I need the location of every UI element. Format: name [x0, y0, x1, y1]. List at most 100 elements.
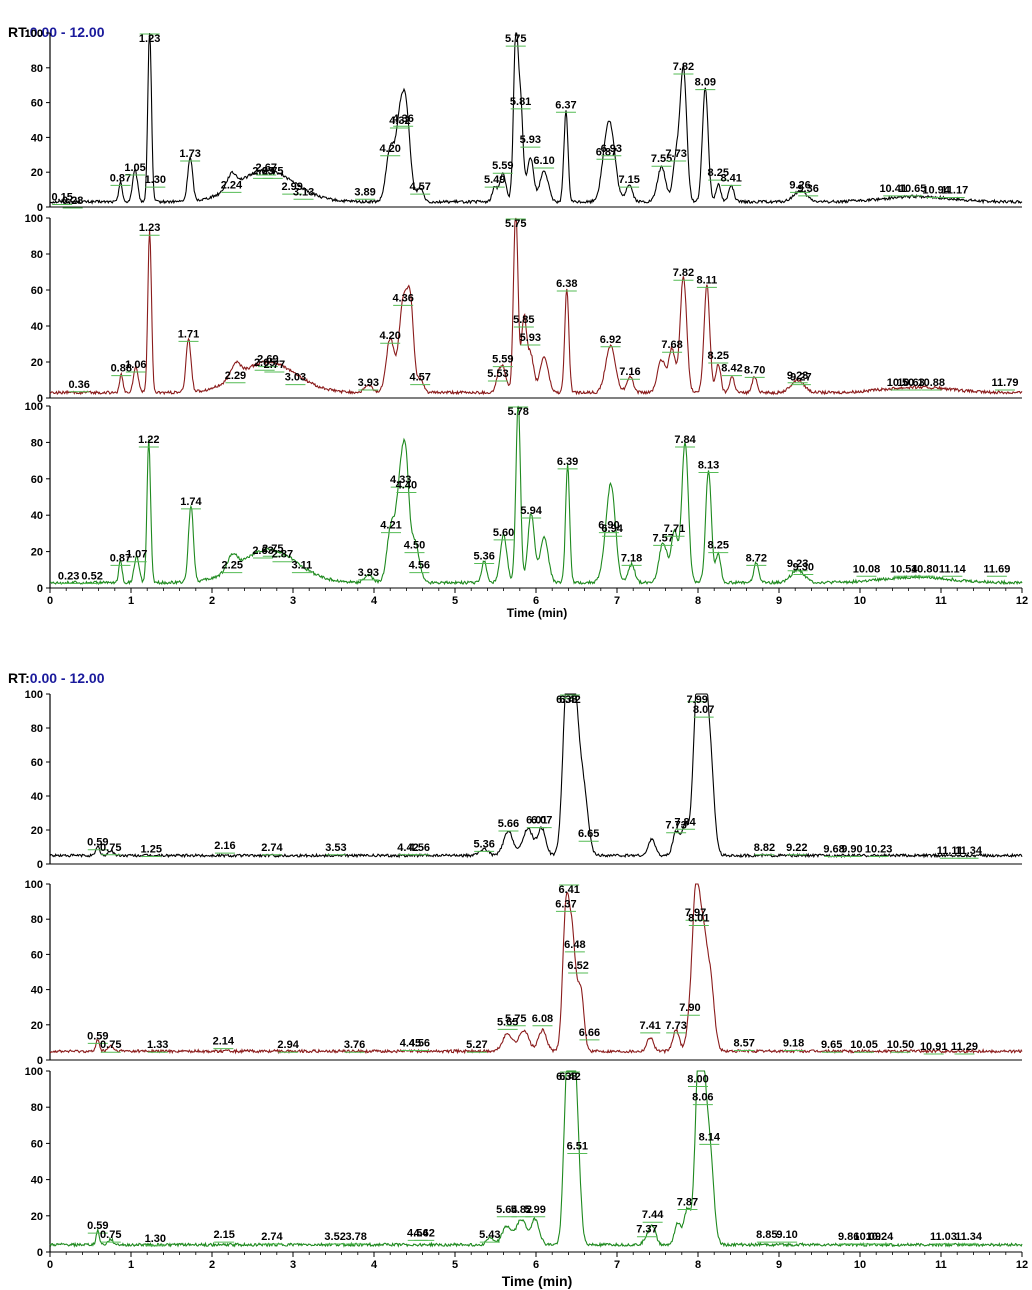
peak-label: 10.50	[887, 377, 915, 389]
peak-label: 7.41	[639, 1020, 660, 1032]
y-tick-label: 40	[31, 985, 43, 997]
peak-label: 8.42	[721, 363, 742, 375]
peak-label: 9.22	[786, 842, 807, 854]
peak-label: 11.34	[955, 1231, 983, 1243]
peak-label: 3.52	[324, 1231, 345, 1243]
x-tick-label: 2	[209, 1259, 215, 1271]
peak-label: 5.60	[493, 527, 514, 539]
peak-label: 10.50	[887, 1039, 915, 1051]
y-tick-label: 0	[37, 393, 43, 405]
peak-label: 7.97	[685, 907, 706, 919]
peak-label: 4.45	[400, 1037, 421, 1049]
peak-label: 11.03	[930, 1231, 957, 1243]
rt-range-label-2: RT:0.00 - 12.00	[8, 670, 105, 686]
y-tick-label: 0	[37, 1247, 43, 1259]
peak-label: 5.53	[487, 368, 508, 380]
trace-black	[49, 693, 1023, 859]
peak-label: 9.23	[787, 370, 808, 382]
peak-label: 7.73	[665, 820, 686, 832]
peak-label: 2.29	[225, 370, 246, 382]
peak-label: 6.41	[558, 884, 579, 896]
peak-label: 2.24	[221, 179, 243, 191]
peak-label: 6.65	[578, 828, 599, 840]
peak-label: 5.81	[510, 96, 531, 108]
peak-label: 7.68	[661, 339, 682, 351]
x-tick-label: 3	[290, 1259, 296, 1271]
peak-label: 4.57	[409, 181, 430, 193]
peak-label: 2.63	[252, 165, 273, 177]
y-tick-label: 60	[31, 474, 43, 486]
peak-label: 7.73	[665, 148, 686, 160]
peak-label: 4.50	[404, 540, 425, 552]
peak-label: 1.74	[180, 496, 202, 508]
panel-1-2: 0204060801000.360.881.061.231.712.292.65…	[25, 213, 1023, 405]
peak-label: 8.00	[687, 1073, 708, 1085]
y-tick-label: 80	[31, 1102, 43, 1114]
peak-label: 5.94	[520, 505, 542, 517]
peak-label: 6.87	[596, 146, 617, 158]
peak-label: 0.52	[81, 571, 102, 583]
peak-label: 7.55	[651, 153, 672, 165]
peak-label: 3.76	[344, 1039, 365, 1051]
y-tick-label: 60	[31, 949, 43, 961]
peak-label: 2.63	[252, 545, 273, 557]
peak-label: 9.36	[797, 183, 818, 195]
peak-label: 2.77	[264, 359, 285, 371]
peak-label: 6.90	[598, 520, 619, 532]
panel-1-1: 0 20 40 60 80 100 0.150.28 0.871.05 1.23 1.30 1.73…	[25, 28, 1023, 214]
peak-label: 2.69	[257, 354, 278, 366]
peak-label: 8.14	[699, 1131, 721, 1143]
x-tick-label: 9	[776, 595, 782, 607]
peak-label: 5.43	[479, 1229, 500, 1241]
y-tick-label: 20	[31, 357, 43, 369]
x-axis-2: 0 1 2 3 4 5 6 7 8 9 10 11 12	[47, 1252, 1028, 1271]
peak-label: 11.79	[992, 377, 1019, 389]
y-tick-label: 100	[25, 213, 43, 225]
peak-label: 5.66	[498, 818, 519, 830]
peak-label: 5.36	[473, 838, 494, 850]
y-tick-label: 20	[31, 1211, 43, 1223]
x-tick-label: 5	[452, 1259, 458, 1271]
peak-label: 7.71	[664, 523, 685, 535]
x-axis-label-2: Time (min)	[502, 1273, 573, 1289]
peak-label: 5.75	[505, 1013, 526, 1025]
peak-label: 9.90	[841, 844, 862, 856]
peak-label: 6.42	[559, 1071, 580, 1083]
peak-label: 1.33	[147, 1039, 168, 1051]
peak-label: 4.54	[407, 1227, 429, 1239]
peak-label: 5.75	[505, 218, 526, 230]
peak-label: 1.23	[139, 222, 160, 234]
peak-label: 5.64	[496, 1204, 518, 1216]
peak-label: 8.25	[708, 540, 729, 552]
peak-label: 3.89	[354, 186, 375, 198]
x-tick-label: 12	[1016, 1259, 1028, 1271]
peak-label: 0.15	[51, 192, 72, 204]
peak-label: 3.78	[345, 1231, 366, 1243]
peak-label: 6.42	[559, 694, 580, 706]
peak-label: 4.62	[414, 1227, 435, 1239]
peak-label: 4.56	[409, 1037, 430, 1049]
peak-label: 4.56	[409, 842, 430, 854]
peak-label: 7.84	[674, 816, 696, 828]
peak-label: 7.37	[636, 1224, 657, 1236]
peak-label: 2.74	[261, 842, 283, 854]
trace-green	[49, 1070, 1023, 1248]
x-tick-label: 1	[128, 595, 134, 607]
peak-label: 6.38	[556, 1071, 577, 1083]
x-axis-1: 0 1 2 3 4 5 6 7 8 9 10 11 12	[47, 588, 1028, 607]
peak-label: 0.28	[62, 195, 83, 207]
y-tick-label: 40	[31, 791, 43, 803]
trace-black	[49, 32, 1023, 205]
peak-label: 6.39	[557, 456, 578, 468]
panel-2-2: 0 20 40 60 80 100 0.590.75 1.33 2.14 2.94 3.76 4.45…	[25, 879, 1023, 1067]
peak-label: 7.18	[621, 552, 642, 564]
y-tick-label: 60	[31, 98, 43, 110]
peak-label: 2.75	[262, 165, 283, 177]
x-tick-label: 0	[47, 595, 53, 607]
y-tick-label: 60	[31, 285, 43, 297]
x-tick-label: 7	[614, 595, 620, 607]
y-tick-label: 100	[25, 1066, 43, 1078]
x-tick-label: 10	[854, 1259, 866, 1271]
x-tick-label: 4	[371, 595, 378, 607]
